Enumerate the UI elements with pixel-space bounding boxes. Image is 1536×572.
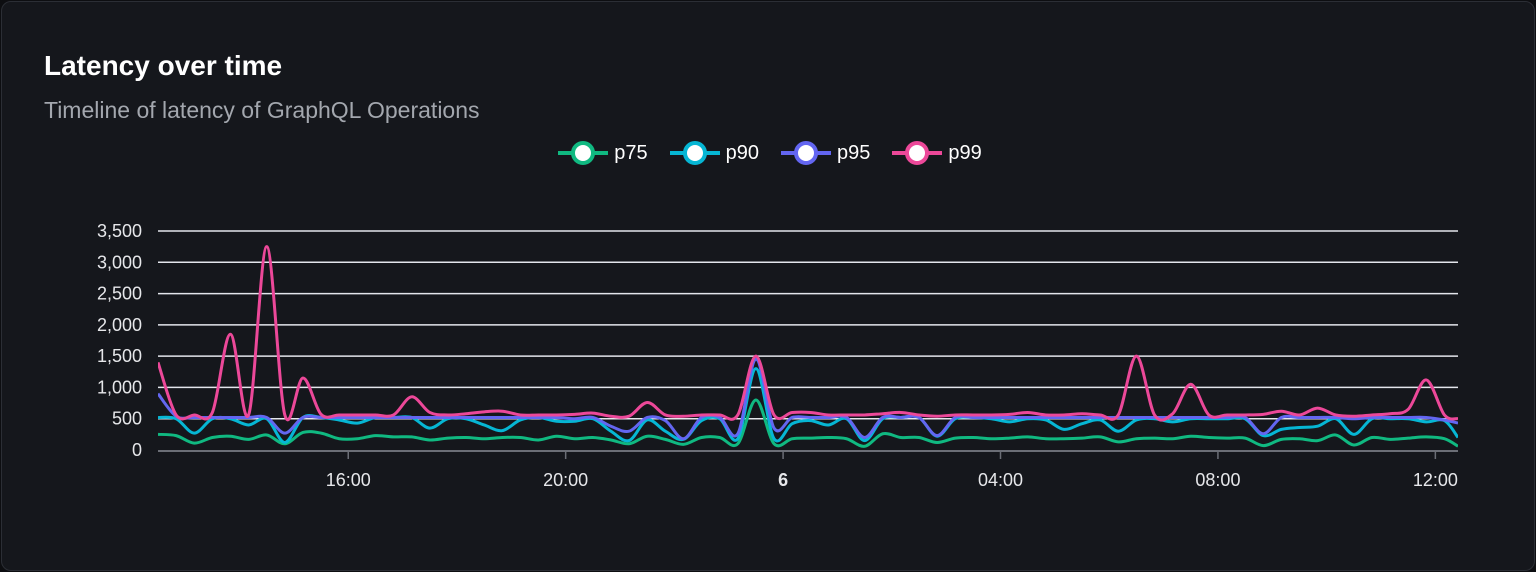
legend-label: p75 (614, 141, 648, 164)
x-tick-label: 16:00 (326, 470, 371, 490)
legend: p75 p90 p95 p99 (0, 140, 1536, 166)
legend-item-p75[interactable]: p75 (558, 140, 648, 166)
series-line-p99 (158, 245, 1458, 422)
y-tick-label: 1,000 (97, 377, 142, 397)
y-tick-label: 2,000 (97, 315, 142, 335)
series-line-p95 (158, 357, 1458, 441)
y-tick-label: 3,500 (97, 221, 142, 241)
legend-marker-p75-icon (558, 141, 609, 165)
legend-item-p95[interactable]: p95 (781, 140, 870, 166)
y-tick-label: 1,500 (97, 346, 142, 366)
legend-marker-p99-icon (892, 141, 943, 165)
x-tick-label: 12:00 (1413, 470, 1458, 490)
y-tick-label: 3,000 (97, 252, 142, 272)
legend-label: p95 (837, 141, 871, 164)
y-tick-label: 0 (132, 440, 142, 460)
chart-subtitle: Timeline of latency of GraphQL Operation… (44, 97, 480, 123)
legend-marker-p95-icon (781, 141, 831, 165)
x-tick-label: 08:00 (1195, 470, 1240, 490)
legend-label: p99 (948, 141, 982, 164)
chart-title: Latency over time (44, 50, 283, 81)
x-tick-label: 04:00 (978, 470, 1023, 490)
y-tick-label: 2,500 (97, 284, 142, 304)
legend-marker-p90-icon (669, 141, 720, 165)
x-tick-label: 20:00 (543, 470, 588, 490)
x-tick-label: 6 (778, 470, 788, 490)
legend-item-p99[interactable]: p99 (892, 140, 982, 166)
legend-item-p90[interactable]: p90 (669, 140, 759, 166)
y-tick-label: 500 (112, 409, 142, 429)
legend-label: p90 (725, 141, 759, 164)
series-line-p90 (158, 367, 1458, 444)
series-line-p75 (158, 398, 1458, 448)
